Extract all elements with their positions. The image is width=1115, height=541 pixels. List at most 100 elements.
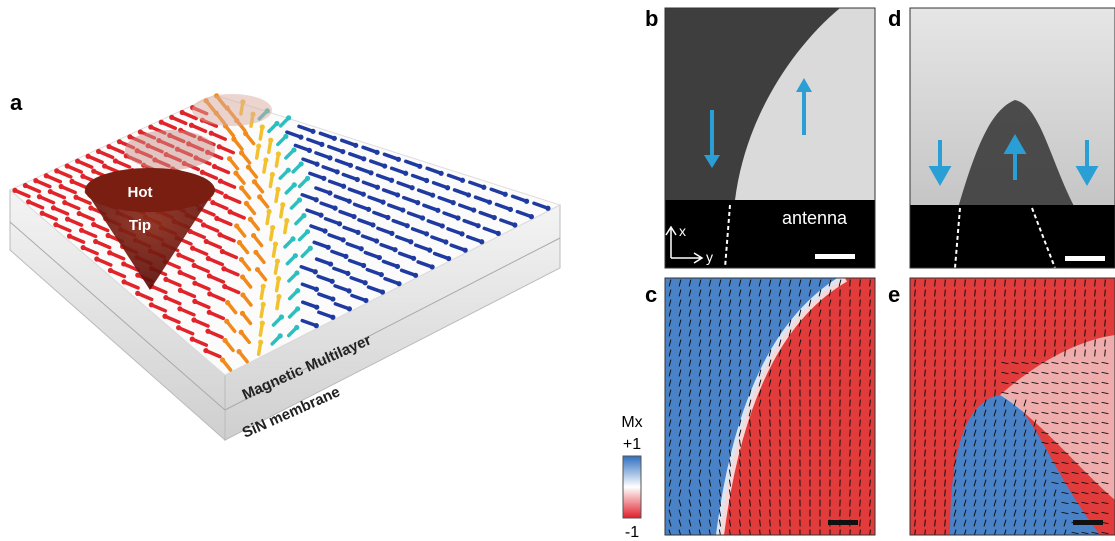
vector [1095,330,1096,337]
spin-head [252,179,257,184]
vector [770,430,771,437]
vector [925,430,926,437]
vector [1105,300,1106,307]
vector [915,510,916,517]
vector [995,300,996,307]
scale-bar [1065,256,1105,261]
spin-head [106,233,111,238]
vector [925,500,926,507]
vector [945,420,946,427]
spin-head [220,249,225,254]
spin-head [248,217,253,222]
spin-head [163,277,168,282]
vector [1045,350,1046,357]
spin-head [207,291,212,296]
spin-head [508,207,513,212]
spin-head [459,231,464,236]
spin-head [73,195,78,200]
panel-label: c [645,282,657,307]
spin-head [23,183,28,188]
vector [915,300,916,307]
spin-head [255,267,260,272]
spin-head [305,176,310,181]
vector [915,430,916,437]
vector [915,460,916,467]
vector [1045,320,1046,327]
vector [770,520,771,527]
spin-head [251,233,256,238]
axis-label: x [679,223,686,239]
spin-head [374,150,379,155]
vector [915,500,916,507]
spin-head [240,274,245,279]
vector [1105,290,1106,297]
vector [945,410,946,417]
vector [860,350,861,357]
vector [935,330,936,337]
spin-head [410,185,415,190]
spin-head [75,159,80,164]
vector [1035,280,1036,287]
spin-head [239,185,244,190]
vector [860,480,861,487]
spin-head [217,144,222,149]
vector [945,490,946,497]
spin-head [503,192,508,197]
vector [925,470,926,477]
vector [1085,350,1086,357]
vector [1035,300,1036,307]
spin-head [207,310,212,315]
vector [915,440,916,447]
spin-head [268,138,273,143]
spin-head [67,234,72,239]
vector [975,290,976,297]
spin-head [176,252,181,257]
spin-head [341,184,346,189]
vector [915,340,916,347]
vector [915,400,916,407]
spin-head [91,222,96,227]
vector [860,410,861,417]
vector [935,320,936,327]
spin-head [40,211,45,216]
vector [915,360,916,367]
spin-head [121,261,126,266]
vector [1025,350,1026,357]
spin-head [223,194,228,199]
vector [965,340,966,347]
vector [955,360,956,367]
vector [985,360,986,367]
vector [955,390,956,397]
spin-head [117,139,122,144]
spin-head [177,306,182,311]
vector [965,380,966,387]
vector [955,380,956,387]
spin-head [94,256,99,261]
spin-head [275,187,280,192]
vector [1045,300,1046,307]
spin-head [177,270,182,275]
spin-head [327,190,332,195]
vector [860,290,861,297]
spin-head [341,237,346,242]
vector [1045,330,1046,337]
vector [860,400,861,407]
vector [945,440,946,447]
spin-head [374,238,379,243]
vector [935,420,936,427]
spin-head [163,295,168,300]
spin-head [326,245,331,250]
vector [925,400,926,407]
vector [1005,320,1006,327]
spin-head [291,147,296,152]
spin-head [240,311,245,316]
vector [935,360,936,367]
spin-head [261,284,266,289]
vector [1065,330,1066,337]
spin-head [403,171,408,176]
vector [1055,310,1056,317]
colorbar-title: Mx [621,414,642,431]
scale-bar [815,254,855,259]
vector [770,500,771,507]
vector [1075,280,1076,287]
